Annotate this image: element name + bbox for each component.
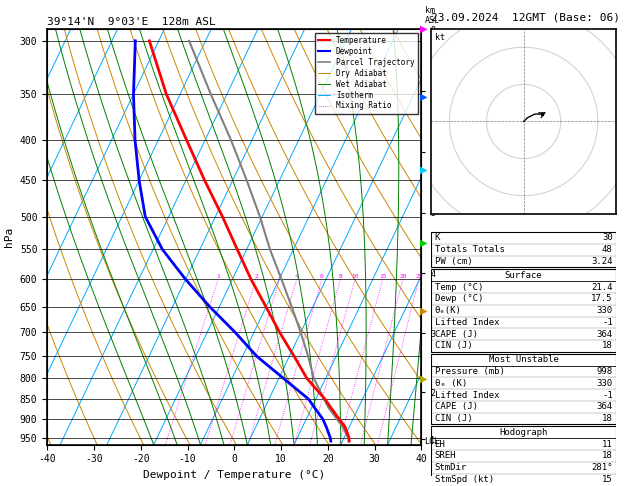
Text: CIN (J): CIN (J) [435, 342, 472, 350]
Text: 3.24: 3.24 [591, 257, 613, 266]
Bar [431, 269, 616, 352]
Text: 15: 15 [379, 275, 386, 279]
Text: Hodograph: Hodograph [499, 428, 548, 437]
Text: CAPE (J): CAPE (J) [435, 330, 477, 339]
Bar [431, 354, 616, 424]
Text: CAPE (J): CAPE (J) [435, 402, 477, 411]
Text: 17.5: 17.5 [591, 295, 613, 303]
Bar [431, 426, 616, 486]
Text: 4: 4 [295, 275, 299, 279]
Text: -1: -1 [602, 318, 613, 327]
Text: Totals Totals: Totals Totals [435, 245, 504, 254]
Text: StmSpd (kt): StmSpd (kt) [435, 475, 494, 484]
Text: 18: 18 [602, 414, 613, 423]
Y-axis label: hPa: hPa [4, 227, 14, 247]
Text: 2: 2 [254, 275, 258, 279]
Text: 18: 18 [602, 342, 613, 350]
Text: 998: 998 [596, 367, 613, 376]
Text: ▶: ▶ [420, 374, 428, 384]
Text: 23.09.2024  12GMT (Base: 06): 23.09.2024 12GMT (Base: 06) [431, 12, 620, 22]
Text: EH: EH [435, 440, 445, 449]
X-axis label: Dewpoint / Temperature (°C): Dewpoint / Temperature (°C) [143, 470, 325, 480]
Text: Temp (°C): Temp (°C) [435, 282, 483, 292]
Text: ▶: ▶ [420, 238, 428, 248]
Text: ▶: ▶ [420, 92, 428, 102]
Text: 330: 330 [596, 306, 613, 315]
Text: θₑ(K): θₑ(K) [435, 306, 462, 315]
Text: 15: 15 [602, 475, 613, 484]
Text: 1: 1 [216, 275, 220, 279]
Text: Lifted Index: Lifted Index [435, 318, 499, 327]
Text: θₑ (K): θₑ (K) [435, 379, 467, 388]
Text: Dewp (°C): Dewp (°C) [435, 295, 483, 303]
Text: K: K [435, 233, 440, 243]
Text: PW (cm): PW (cm) [435, 257, 472, 266]
Text: 11: 11 [602, 440, 613, 449]
Text: ▶: ▶ [420, 24, 428, 34]
Text: Surface: Surface [505, 271, 542, 280]
Text: 330: 330 [596, 379, 613, 388]
Text: ▶: ▶ [420, 165, 428, 175]
Text: 364: 364 [596, 330, 613, 339]
Text: Lifted Index: Lifted Index [435, 391, 499, 399]
Text: 3: 3 [277, 275, 281, 279]
Text: 6: 6 [320, 275, 324, 279]
Text: 18: 18 [602, 451, 613, 460]
Text: 39°14'N  9°03'E  128m ASL: 39°14'N 9°03'E 128m ASL [47, 17, 216, 27]
Text: 48: 48 [602, 245, 613, 254]
Text: ▶: ▶ [420, 306, 428, 316]
Text: 21.4: 21.4 [591, 282, 613, 292]
Text: kt: kt [435, 33, 445, 42]
Text: 30: 30 [602, 233, 613, 243]
Text: 10: 10 [352, 275, 359, 279]
Text: 281°: 281° [591, 463, 613, 472]
Text: -1: -1 [602, 391, 613, 399]
Text: 20: 20 [399, 275, 406, 279]
Text: LCL: LCL [424, 436, 439, 446]
Text: SREH: SREH [435, 451, 456, 460]
Text: 25: 25 [415, 275, 423, 279]
Text: Pressure (mb): Pressure (mb) [435, 367, 504, 376]
Text: StmDir: StmDir [435, 463, 467, 472]
Text: CIN (J): CIN (J) [435, 414, 472, 423]
Text: Most Unstable: Most Unstable [489, 355, 559, 364]
Text: 8: 8 [338, 275, 342, 279]
Bar [431, 232, 616, 267]
Text: 364: 364 [596, 402, 613, 411]
Text: km
ASL: km ASL [425, 6, 440, 25]
Legend: Temperature, Dewpoint, Parcel Trajectory, Dry Adiabat, Wet Adiabat, Isotherm, Mi: Temperature, Dewpoint, Parcel Trajectory… [315, 33, 418, 114]
